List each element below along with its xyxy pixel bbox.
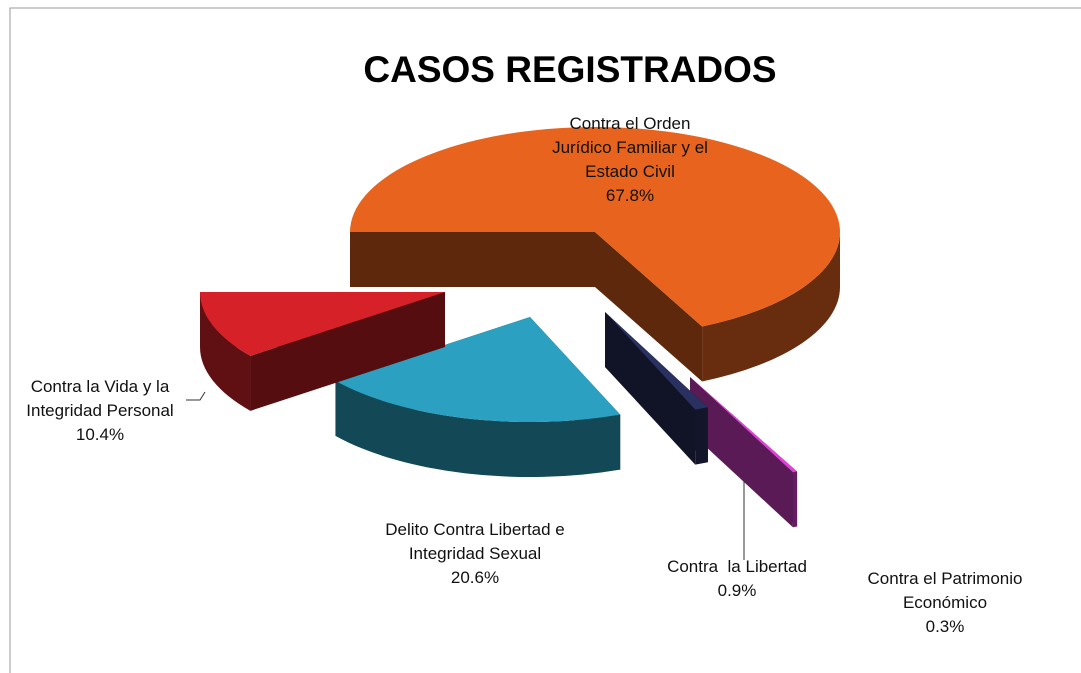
data-label: Contra el Patrimonio Económico 0.3% [858, 567, 1033, 639]
value-label: 20.6% [450, 568, 500, 587]
value-label: 67.8% [605, 186, 655, 205]
data-label: Contra la Vida y la Integridad Personal 1… [5, 375, 195, 447]
category-label: Contra el Patrimonio Económico [867, 569, 1028, 612]
slice [690, 377, 798, 528]
data-label: Contra la Libertad 0.9% [637, 555, 837, 603]
slice-side [335, 380, 621, 477]
value-label: 0.9% [717, 581, 757, 600]
slice-side [695, 407, 708, 465]
chart-title: CASOS REGISTRADOS [363, 49, 776, 90]
slice [605, 312, 708, 465]
slice-top [200, 292, 445, 356]
slice [350, 127, 840, 382]
slice-edge [350, 232, 595, 287]
slice-top [605, 312, 708, 410]
chart-border [9, 7, 1081, 673]
leader-line [186, 391, 206, 401]
category-label: Contra el Orden Jurídico Familiar y el E… [552, 114, 713, 181]
slice-edge [690, 377, 793, 528]
slice-top [690, 377, 798, 473]
data-label: Delito Contra Libertad e Integridad Sexu… [383, 518, 568, 590]
slice-top [350, 127, 840, 327]
category-label: Contra la Vida y la Integridad Personal [26, 377, 175, 420]
slice-edge [605, 312, 696, 465]
value-label: 10.4% [75, 425, 125, 444]
value-label: 0.3% [925, 617, 965, 636]
slice-edge [595, 232, 703, 382]
slice [200, 292, 445, 411]
slice-side [702, 232, 840, 382]
category-label: Contra la Libertad [667, 557, 807, 576]
category-label: Delito Contra Libertad e Integridad Sexu… [385, 520, 570, 563]
slice-top [335, 317, 621, 422]
slice [335, 317, 621, 477]
slice-side [792, 471, 798, 528]
slice-side [200, 292, 251, 411]
data-label: Contra el Orden Jurídico Familiar y el E… [538, 112, 723, 208]
